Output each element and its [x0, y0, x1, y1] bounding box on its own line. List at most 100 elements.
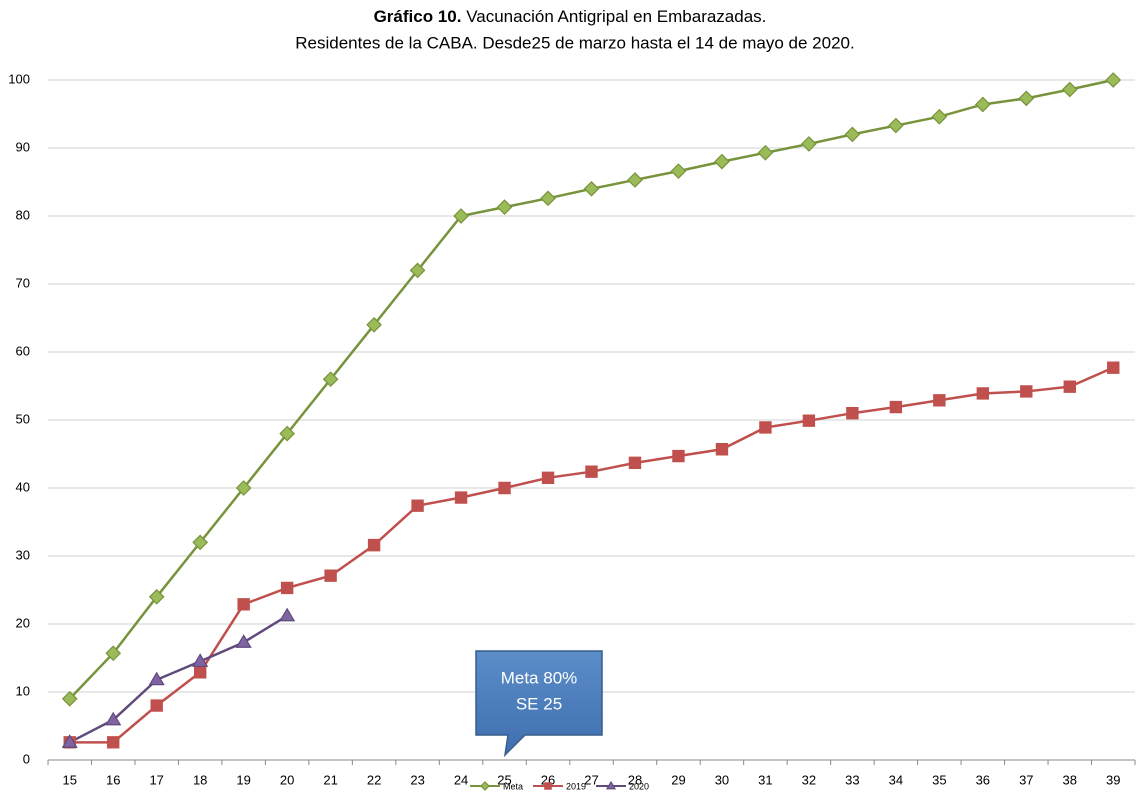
marker [544, 782, 552, 790]
x-tick-label: 28 [628, 772, 642, 787]
marker [279, 425, 295, 442]
x-tick-label: 29 [671, 772, 685, 787]
series-layer [61, 72, 1122, 749]
marker [322, 371, 339, 388]
marker [61, 690, 78, 707]
marker [628, 456, 642, 470]
marker [1063, 380, 1076, 393]
y-tick-label: 70 [16, 275, 30, 290]
marker [540, 190, 556, 207]
x-tick-label: 19 [236, 772, 250, 787]
series-line [68, 78, 1114, 700]
x-tick-label: 21 [323, 772, 337, 787]
x-tick-label: 32 [802, 772, 816, 787]
marker [889, 400, 903, 414]
legend: Meta 2019 2020 [470, 780, 649, 791]
marker [1105, 72, 1122, 88]
x-tick-label: 36 [976, 772, 990, 787]
marker [714, 153, 730, 170]
marker [192, 653, 209, 667]
x-tick-label: 15 [63, 772, 77, 787]
marker [801, 136, 817, 152]
marker [627, 172, 643, 188]
marker [498, 481, 511, 495]
grid: 0 10 20 30 40 50 60 70 80 90 100 15 16 17 18 19 20 21 22 23… [8, 71, 1136, 787]
y-tick-label: 0 [23, 751, 30, 766]
annotation-line: SE 25 [516, 694, 562, 713]
x-tick-label: 16 [106, 772, 120, 787]
marker [453, 208, 469, 224]
marker [480, 781, 490, 791]
marker [1061, 81, 1078, 98]
marker [585, 465, 598, 478]
x-tick-label: 33 [845, 772, 859, 787]
marker [583, 180, 600, 197]
x-tick-label: 27 [584, 772, 598, 787]
y-tick-label: 90 [16, 139, 30, 154]
x-tick-label: 37 [1019, 772, 1033, 787]
x-tick-label: 17 [149, 772, 163, 787]
marker [235, 634, 252, 648]
x-tick-label: 39 [1106, 772, 1120, 787]
legend-label: 2020 [629, 781, 649, 791]
marker [192, 534, 209, 551]
marker [759, 421, 772, 434]
y-tick-label: 100 [8, 71, 30, 86]
y-tick-label: 30 [16, 547, 30, 562]
legend-label: Meta [503, 781, 523, 791]
y-tick-label: 80 [16, 207, 30, 222]
marker [1107, 361, 1120, 374]
x-tick-label: 25 [497, 772, 511, 787]
marker [888, 117, 904, 134]
callout-box [475, 650, 603, 758]
y-tick-label: 40 [16, 479, 30, 494]
marker [496, 199, 513, 216]
marker [541, 471, 555, 484]
marker [670, 163, 687, 179]
marker [976, 387, 990, 400]
x-tick-label: 22 [367, 772, 381, 787]
marker [409, 262, 426, 279]
title-prefix: Gráfico 10. [374, 7, 462, 26]
marker [672, 449, 685, 463]
annotation-line: Meta 80% [501, 668, 578, 687]
x-tick-label: 18 [193, 772, 207, 787]
marker [237, 598, 250, 611]
marker [279, 607, 296, 622]
x-tick-label: 30 [715, 772, 729, 787]
x-tick-label: 23 [410, 772, 424, 787]
marker [411, 499, 424, 512]
series-line [69, 614, 288, 744]
marker [105, 645, 122, 662]
x-tick-label: 24 [454, 772, 468, 787]
x-tick-label: 20 [280, 772, 294, 787]
marker [802, 414, 816, 427]
marker [715, 443, 729, 456]
y-tick-label: 60 [16, 343, 30, 358]
x-tick-label: 35 [932, 772, 946, 787]
marker [235, 480, 252, 496]
marker [931, 108, 948, 125]
marker [1020, 385, 1033, 398]
marker [150, 699, 163, 712]
y-tick-label: 50 [16, 411, 30, 426]
annotation: Meta 80% SE 25 [475, 650, 603, 758]
marker [367, 538, 381, 552]
marker [193, 666, 207, 679]
marker [933, 394, 946, 407]
marker [844, 126, 861, 143]
legend-label: 2019 [566, 781, 586, 791]
marker [366, 316, 382, 333]
x-tick-label: 34 [889, 772, 903, 787]
marker [148, 671, 165, 686]
y-tick-label: 20 [16, 615, 30, 630]
marker [324, 569, 337, 582]
marker [61, 734, 78, 748]
marker [280, 581, 294, 595]
marker [846, 407, 859, 420]
chart-title: Gráfico 10. Vacunación Antigripal en Emb… [374, 7, 767, 26]
y-tick-label: 10 [16, 683, 30, 698]
x-tick-label: 38 [1063, 772, 1077, 787]
marker [974, 96, 991, 113]
